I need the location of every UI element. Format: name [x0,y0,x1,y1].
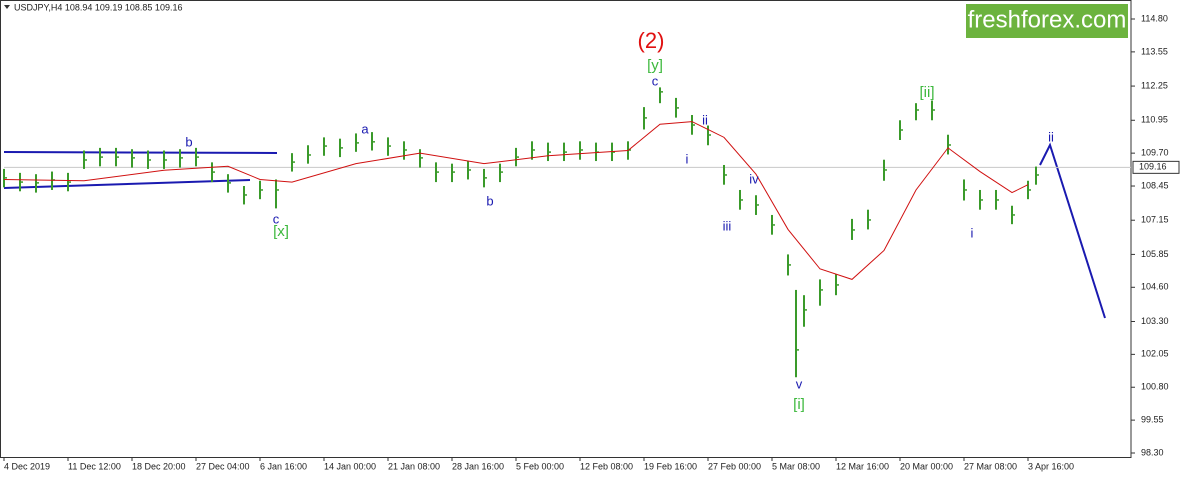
wave-label: [i] [793,396,805,413]
channel-line [3,151,278,154]
x-tick-label: 28 Jan 16:00 [452,461,504,471]
wave-label: (2) [638,28,665,53]
brand[interactable]: freshforex.com [968,6,1127,33]
brand-box[interactable] [966,4,1128,38]
x-tick-label: 5 Feb 00:00 [516,461,564,471]
y-tick-label: 113.55 [1141,46,1168,56]
x-tick-label: 14 Jan 00:00 [324,461,376,471]
wave-label: v [796,376,803,391]
y-tick-label: 99.55 [1141,414,1164,424]
menu-arrow[interactable] [4,5,10,9]
y-tick-label: 107.15 [1141,215,1169,225]
x-tick-label: 19 Feb 16:00 [644,461,697,471]
x-tick-label: 27 Mar 08:00 [964,461,1017,471]
x-tick-label: 12 Feb 08:00 [580,461,633,471]
wave-label: a [361,121,369,136]
y-tick-label: 109.70 [1141,148,1169,158]
last-price-label: 109.16 [1139,162,1167,172]
x-tick-label: 12 Mar 16:00 [836,461,889,471]
wave-label: iii [723,218,732,233]
y-tick-label: 112.25 [1141,80,1168,90]
x-tick-label: 20 Mar 00:00 [900,461,953,471]
y-tick-label: 108.45 [1141,180,1169,190]
wave-label: ii [1048,129,1054,144]
projection-line [1039,142,1106,319]
wave-label: b [185,134,192,149]
x-tick-label: 11 Dec 12:00 [68,461,121,471]
x-tick-label: 3 Apr 16:00 [1028,461,1074,471]
y-tick-label: 104.60 [1141,282,1169,292]
moving-average [3,121,1029,280]
wave-label: [y] [647,57,663,74]
y-tick-label: 114.80 [1141,13,1168,23]
x-tick-label: 27 Dec 04:00 [196,461,250,471]
x-tick-label: 4 Dec 2019 [4,461,50,471]
plot-frame [0,0,1132,458]
y-tick-label: 105.85 [1141,249,1169,259]
wave-label: i [686,151,689,166]
y-tick-label: 102.05 [1141,349,1169,359]
y-tick-label: 100.80 [1141,382,1169,392]
x-tick-label: 5 Mar 08:00 [772,461,820,471]
last-price-box [1132,160,1180,174]
y-tick-label: 103.30 [1141,316,1169,326]
wave-label: i [971,225,974,240]
wave-label: b [486,193,493,208]
wave-label: [x] [273,223,289,240]
y-tick-label: 110.95 [1141,115,1168,125]
wave-label: c [273,211,280,226]
x-tick-label: 27 Feb 00:00 [708,461,761,471]
wave-label: iv [749,171,759,186]
chart-title: USDJPY,H4 108.94 109.19 108.85 109.16 [14,2,182,12]
x-tick-label: 6 Jan 16:00 [260,461,307,471]
channel-line [3,179,251,189]
x-tick-label: 21 Jan 08:00 [388,461,440,471]
x-tick-label: 18 Dec 20:00 [132,461,186,471]
wave-label: c [652,73,659,88]
wave-label: ii [702,112,708,127]
y-tick-label: 98.30 [1141,447,1164,457]
wave-label: [ii] [920,84,935,101]
